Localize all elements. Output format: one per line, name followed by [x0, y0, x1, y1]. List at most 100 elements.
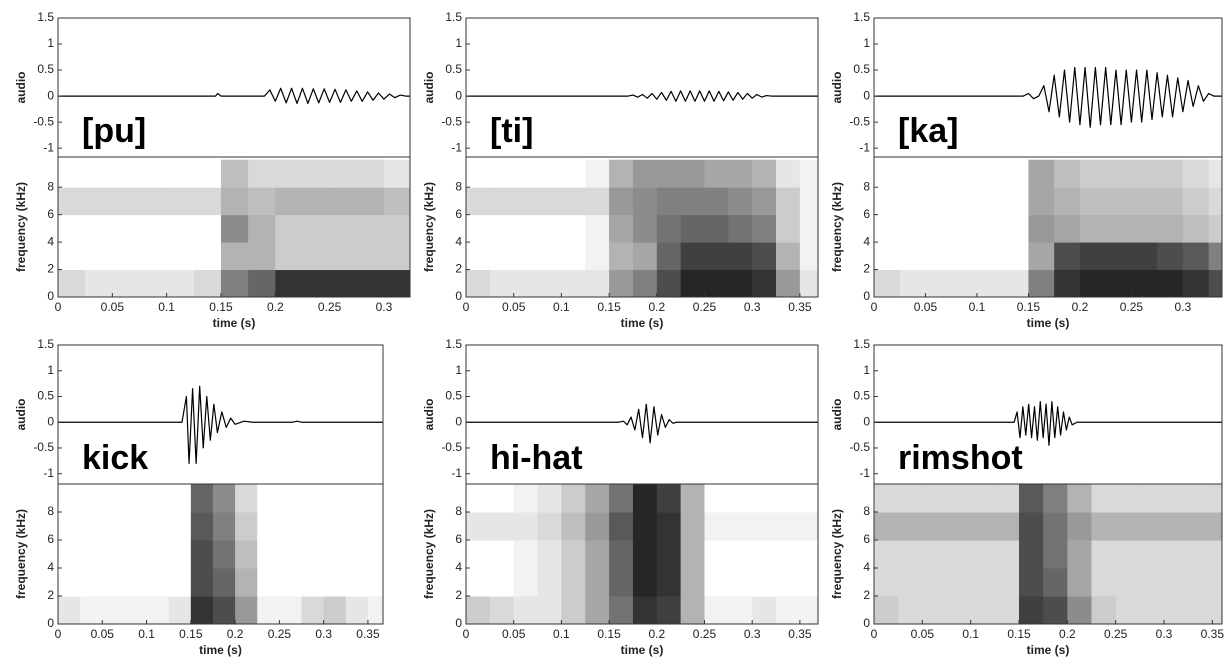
spectrogram-cell [139, 187, 168, 216]
spectrogram-cell [899, 242, 926, 271]
spectrogram-cell [1079, 214, 1107, 243]
spectrogram-cell [704, 269, 729, 297]
y-tick-label: -0.5 [849, 440, 870, 454]
spectrogram-cell [537, 269, 562, 297]
spectrogram-cell [704, 596, 729, 624]
spectrogram-cell [970, 512, 996, 541]
spectrogram-plot [466, 484, 818, 624]
spectrogram-cell [356, 187, 385, 216]
spectrogram-cell [58, 159, 86, 188]
spectrogram-cell [190, 568, 214, 597]
spectrogram-cell [776, 540, 801, 569]
spectrogram-cell [899, 159, 926, 188]
spectrogram-cell [925, 269, 952, 297]
spectrogram-cell [632, 269, 658, 297]
spectrogram-cell [124, 568, 148, 597]
x-axis-label: time (s) [621, 643, 664, 657]
y-tick-label: 1.5 [37, 10, 54, 24]
spectrogram-cell [356, 214, 385, 243]
spectrogram-cell [80, 512, 103, 541]
spectrogram-cell [166, 214, 195, 243]
spectrogram-cell [139, 159, 168, 188]
spectrogram-cell [1019, 512, 1044, 541]
spectrogram-cell [212, 568, 236, 597]
y-tick-label: 8 [455, 504, 462, 518]
spectrogram-cell [329, 214, 358, 243]
y-tick-label: 1.5 [445, 337, 462, 351]
spectrogram-cell [585, 159, 610, 188]
spectrogram-cell [874, 596, 899, 624]
spectrogram-cell [323, 512, 347, 541]
y-axis-label: frequency (kHz) [830, 182, 844, 272]
x-tick-label: 0.35 [356, 627, 380, 641]
spectrogram-cell [728, 242, 753, 271]
waveform-plot [466, 403, 818, 444]
spectrogram-cell [561, 214, 586, 243]
spectrogram-cell [1019, 568, 1044, 597]
spectrogram-cell [799, 568, 818, 597]
y-axis-label: audio [830, 399, 844, 431]
y-tick-label: 0 [455, 289, 462, 303]
spectrogram-cell [1054, 242, 1081, 271]
spectrogram-cell [776, 159, 801, 188]
spectrogram-cell [383, 242, 410, 271]
x-axis-label: time (s) [621, 316, 664, 330]
spectrogram-cell [124, 484, 148, 513]
spectrogram-cell [302, 242, 331, 271]
spectrogram-cell [102, 512, 125, 541]
spectrogram-cell [212, 484, 236, 513]
spectrogram-cell [235, 596, 258, 624]
spectrogram-cell [489, 568, 515, 597]
spectrogram-cell [899, 269, 926, 297]
annotation: rimshot [898, 439, 1023, 477]
spectrogram-cell [102, 596, 125, 624]
spectrogram-cell [561, 269, 586, 297]
spectrogram-cell [513, 484, 539, 513]
spectrogram-cell [704, 214, 729, 243]
spectrogram-cell [466, 512, 491, 541]
spectrogram-cell [994, 568, 1020, 597]
spectrogram-cell [1067, 512, 1092, 541]
spectrogram-cell [1043, 484, 1068, 513]
y-tick-label: 0.5 [445, 62, 462, 76]
y-tick-label: 4 [863, 560, 870, 574]
axes-frame [465, 483, 819, 625]
y-tick-label: 1.5 [853, 10, 870, 24]
spectrogram-cell [1091, 484, 1117, 513]
spectrogram-cell [994, 540, 1020, 569]
spectrogram-cell [728, 187, 753, 216]
y-axis-label: audio [830, 72, 844, 104]
spectrogram-cell [946, 512, 972, 541]
spectrogram-cell [799, 159, 818, 188]
x-tick-label: 0.3 [376, 300, 393, 314]
y-tick-label: 0 [863, 289, 870, 303]
spectrogram-cell [112, 159, 140, 188]
axes-frame [873, 156, 1223, 298]
x-tick-label: 0.15 [597, 627, 621, 641]
spectrogram-cell [1212, 484, 1222, 513]
spectrogram-cell [922, 540, 947, 569]
spectrogram-cell [874, 512, 899, 541]
spectrogram-cell [970, 568, 996, 597]
spectrogram-cell [1188, 568, 1213, 597]
spectrogram-cell [301, 540, 325, 569]
spectrogram-cell [1028, 269, 1055, 297]
spectrogram-cell [1182, 242, 1210, 271]
spectrogram-cell [656, 159, 682, 188]
spectrogram-cell [367, 568, 383, 597]
spectrogram-cell [301, 596, 325, 624]
y-tick-label: 2 [863, 588, 870, 602]
spectrogram-cell [951, 159, 978, 188]
spectrogram-cell [874, 484, 899, 513]
spectrogram-cell [976, 159, 1004, 188]
spectrogram-cell [951, 187, 978, 216]
y-axis-label: frequency (kHz) [14, 509, 28, 599]
y-axis-label: audio [14, 399, 28, 431]
spectrogram-cell [146, 596, 170, 624]
x-tick-label: 0.1 [138, 627, 155, 641]
y-tick-label: 1 [455, 36, 462, 50]
spectrogram-cell [656, 568, 682, 597]
x-tick-label: 0.2 [227, 627, 244, 641]
spectrogram-cell [799, 540, 818, 569]
